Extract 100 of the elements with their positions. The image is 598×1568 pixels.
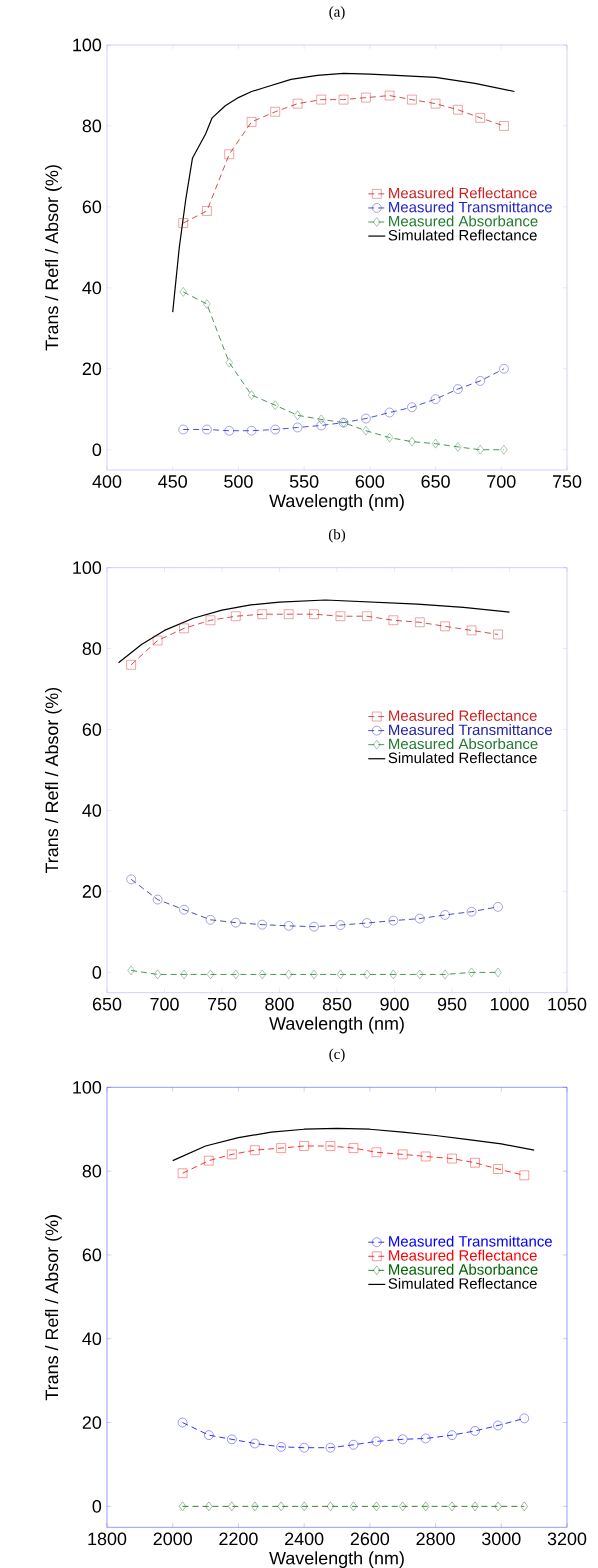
y-tick-label: 100 bbox=[73, 561, 102, 574]
point bbox=[205, 615, 216, 625]
point bbox=[372, 1501, 380, 1512]
point bbox=[475, 113, 485, 123]
point bbox=[202, 424, 212, 435]
x-tick-label: 550 bbox=[289, 475, 319, 488]
point bbox=[310, 969, 318, 980]
point bbox=[440, 910, 450, 920]
y-tick-label: 40 bbox=[82, 281, 102, 295]
y-axis-title: Trans / Refl / Absor (%) bbox=[45, 1215, 62, 1401]
point bbox=[179, 623, 189, 634]
point bbox=[270, 107, 280, 117]
point bbox=[277, 1501, 285, 1512]
point bbox=[284, 921, 294, 931]
x-tick-label: 950 bbox=[437, 997, 467, 1011]
y-tick-label: 60 bbox=[82, 723, 102, 736]
point bbox=[447, 1430, 457, 1440]
legend-label: Measured Transmittance bbox=[389, 724, 552, 736]
point bbox=[432, 438, 440, 449]
y-tick-label: 60 bbox=[82, 200, 102, 214]
point bbox=[348, 1440, 359, 1450]
point bbox=[466, 907, 477, 917]
legend-label: Measured Absorbance bbox=[389, 215, 538, 227]
point bbox=[408, 436, 416, 447]
point bbox=[494, 967, 502, 978]
point bbox=[326, 1501, 334, 1512]
point bbox=[519, 1170, 529, 1180]
point bbox=[371, 1147, 382, 1157]
point bbox=[248, 390, 256, 400]
point bbox=[179, 1501, 187, 1512]
line-series bbox=[172, 1127, 535, 1162]
point bbox=[467, 967, 476, 978]
point bbox=[466, 625, 477, 636]
y-tick-label: 60 bbox=[82, 1248, 102, 1262]
x-tick-label: 800 bbox=[265, 997, 294, 1011]
point bbox=[225, 358, 233, 368]
point bbox=[399, 1501, 407, 1512]
point bbox=[520, 1501, 528, 1512]
x-tick-label: 2800 bbox=[416, 1532, 455, 1546]
y-tick-label: 20 bbox=[82, 885, 102, 898]
point bbox=[316, 94, 326, 105]
point bbox=[177, 1168, 188, 1178]
point bbox=[421, 1151, 431, 1162]
chart-title: (a) bbox=[329, 6, 345, 20]
point bbox=[336, 969, 345, 980]
point bbox=[348, 1143, 359, 1153]
y-tick-label: 20 bbox=[82, 1416, 102, 1429]
point bbox=[325, 1141, 336, 1151]
point bbox=[416, 969, 424, 980]
point bbox=[493, 1420, 503, 1431]
point bbox=[227, 1434, 237, 1444]
point bbox=[246, 426, 257, 436]
x-tick-label: 500 bbox=[224, 475, 253, 488]
point bbox=[285, 969, 293, 980]
point bbox=[204, 1430, 214, 1440]
y-tick-label: 0 bbox=[92, 443, 102, 457]
x-tick-label: 600 bbox=[355, 475, 385, 488]
point bbox=[499, 364, 509, 374]
point bbox=[471, 1501, 479, 1512]
point bbox=[309, 609, 319, 619]
point bbox=[299, 1141, 309, 1151]
point bbox=[228, 1501, 236, 1512]
point bbox=[299, 1443, 309, 1453]
x-tick-label: 850 bbox=[322, 997, 352, 1011]
x-tick-label: 650 bbox=[421, 475, 450, 488]
point bbox=[384, 407, 395, 418]
point bbox=[386, 432, 394, 443]
point bbox=[361, 413, 371, 424]
legend-label: Measured Reflectance bbox=[389, 187, 537, 199]
y-axis-title: Trans / Refl / Absor (%) bbox=[45, 687, 62, 874]
point bbox=[519, 1413, 529, 1424]
y-tick-label: 80 bbox=[82, 1164, 102, 1178]
point bbox=[250, 1438, 260, 1449]
point bbox=[500, 445, 508, 455]
point bbox=[371, 1436, 382, 1447]
x-tick-label: 2200 bbox=[219, 1532, 258, 1546]
point bbox=[203, 299, 211, 309]
point bbox=[227, 1149, 237, 1160]
point bbox=[177, 1417, 188, 1428]
point bbox=[407, 94, 417, 105]
point bbox=[205, 1501, 213, 1512]
point bbox=[284, 609, 294, 619]
point bbox=[470, 1426, 480, 1436]
x-tick-label: 400 bbox=[92, 475, 122, 488]
point bbox=[202, 206, 212, 216]
point bbox=[447, 1153, 457, 1164]
point bbox=[499, 121, 509, 131]
point bbox=[441, 969, 449, 980]
point bbox=[362, 918, 372, 928]
point bbox=[180, 969, 188, 980]
point bbox=[231, 611, 241, 621]
point bbox=[152, 894, 163, 905]
x-tick-label: 450 bbox=[158, 475, 187, 488]
point bbox=[453, 384, 463, 394]
point bbox=[422, 1501, 430, 1512]
point bbox=[251, 1501, 259, 1512]
point bbox=[440, 621, 450, 632]
point bbox=[257, 919, 267, 930]
x-tick-label: 3200 bbox=[547, 1532, 587, 1546]
x-tick-label: 1800 bbox=[88, 1532, 127, 1546]
